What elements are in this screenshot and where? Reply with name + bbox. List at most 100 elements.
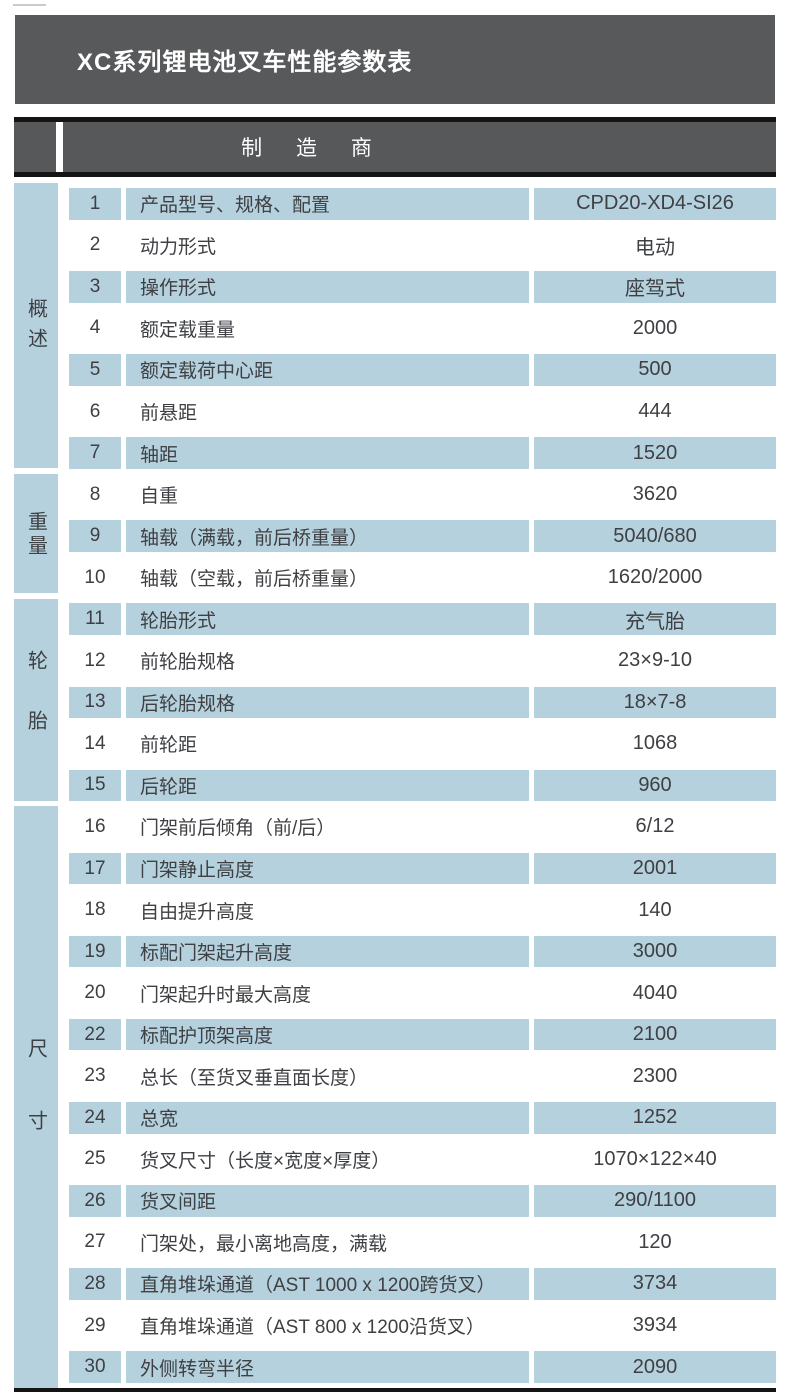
row-value: 120 (638, 1230, 672, 1253)
table-row: 9 轴载（满载，前后桥重量） 5040/680 (69, 515, 776, 557)
row-number: 19 (69, 935, 121, 968)
row-label: 后轮胎规格 (126, 686, 529, 719)
row-value: 4040 (632, 981, 678, 1004)
row-label: 门架静止高度 (126, 852, 529, 885)
table-row: 17 门架静止高度 2001 (69, 848, 776, 890)
row-value: 6/12 (635, 815, 675, 838)
table-row: 24 总宽 1252 (69, 1097, 776, 1139)
table-row: 16 门架前后倾角（前/后） 6/12 (69, 806, 776, 848)
row-number: 30 (69, 1351, 121, 1383)
row-number: 13 (69, 686, 121, 719)
row-value: 1620/2000 (607, 566, 703, 589)
row-number: 20 (84, 982, 106, 1004)
band-divider (56, 122, 63, 172)
row-number: 6 (89, 400, 101, 422)
row-value: 1252 (534, 1102, 776, 1134)
table-row: 23 总长（至货叉垂直面长度） 2300 (69, 1055, 776, 1097)
row-label: 标配门架起升高度 (126, 935, 529, 968)
table-row: 19 标配门架起升高度 3000 (69, 931, 776, 973)
row-number: 28 (69, 1268, 121, 1300)
row-value: 23×9-10 (618, 649, 692, 672)
category-column: 概述 重量 轮胎 尺寸 (14, 183, 58, 1388)
row-label: 直角堆垛通道（AST 800 x 1200沿货叉） (140, 1317, 485, 1339)
table-row: 7 轴距 1520 (69, 432, 776, 474)
page-title: XC系列锂电池叉车性能参数表 (77, 49, 413, 76)
row-number: 10 (84, 566, 106, 588)
row-number: 22 (69, 1018, 121, 1051)
row-label: 前轮胎规格 (140, 652, 236, 674)
row-value: 1070×122×40 (593, 1147, 717, 1170)
row-number: 5 (69, 354, 121, 386)
row-label: 标配护顶架高度 (126, 1018, 529, 1051)
row-label: 总长（至货叉垂直面长度） (140, 1067, 369, 1089)
row-value: 2000 (632, 316, 678, 339)
row-label: 直角堆垛通道（AST 1000 x 1200跨货叉） (126, 1268, 529, 1300)
row-number: 18 (84, 899, 106, 921)
row-value: 5040/680 (534, 520, 776, 552)
row-label: 额定载重量 (140, 319, 236, 341)
row-number: 15 (69, 769, 121, 802)
row-value: 1068 (632, 732, 678, 755)
table-row: 14 前轮距 1068 (69, 723, 776, 765)
row-label: 前悬距 (140, 403, 198, 424)
row-value: 2090 (534, 1351, 776, 1383)
top-edge-mark (13, 4, 46, 6)
table-row: 12 前轮胎规格 23×9-10 (69, 640, 776, 682)
row-value: 500 (534, 354, 776, 386)
row-label: 额定载荷中心距 (126, 354, 529, 386)
row-value: 3000 (534, 935, 776, 968)
row-value: 960 (534, 769, 776, 802)
table-row: 6 前悬距 444 (69, 391, 776, 433)
manufacturer-band: 制 造 商 (14, 117, 776, 177)
row-label: 操作形式 (126, 271, 529, 303)
row-number: 9 (69, 520, 121, 552)
table-row: 8 自重 3620 (69, 474, 776, 516)
row-number: 12 (84, 649, 106, 671)
row-label: 自由提升高度 (140, 901, 255, 923)
table-row: 26 货叉间距 290/1100 (69, 1180, 776, 1222)
row-value: 140 (638, 898, 672, 921)
manufacturer-header: 制 造 商 (241, 137, 379, 160)
row-label: 前轮距 (140, 735, 198, 757)
table-row: 22 标配护顶架高度 2100 (69, 1014, 776, 1056)
table-row: 5 额定载荷中心距 500 (69, 349, 776, 391)
row-label: 轮胎形式 (126, 603, 529, 636)
table-row: 3 操作形式 座驾式 (69, 266, 776, 308)
row-number: 25 (84, 1148, 106, 1170)
row-value: 1520 (534, 437, 776, 469)
table-row: 13 后轮胎规格 18×7-8 (69, 682, 776, 724)
row-label: 门架前后倾角（前/后） (140, 818, 336, 840)
table-row: 10 轴载（空载，前后桥重量） 1620/2000 (69, 557, 776, 599)
row-number: 26 (69, 1185, 121, 1217)
bottom-border-bar (14, 1388, 776, 1392)
category-overview: 概述 (14, 183, 58, 468)
row-label: 轴距 (126, 437, 529, 469)
row-value: 2300 (632, 1064, 678, 1087)
row-label: 产品型号、规格、配置 (126, 188, 529, 220)
table-row: 30 外侧转弯半径 2090 (69, 1346, 776, 1388)
row-label: 自重 (140, 486, 179, 508)
row-number: 24 (69, 1102, 121, 1134)
table-row: 1 产品型号、规格、配置 CPD20-XD4-SI26 (69, 183, 776, 225)
row-label: 总宽 (126, 1102, 529, 1134)
row-number: 11 (69, 603, 121, 636)
row-number: 2 (89, 234, 101, 256)
row-label: 门架起升时最大高度 (140, 984, 312, 1006)
row-label: 外侧转弯半径 (126, 1351, 529, 1383)
row-value: 3734 (534, 1268, 776, 1300)
table-row: 11 轮胎形式 充气胎 (69, 598, 776, 640)
row-value: 18×7-8 (534, 686, 776, 719)
row-number: 8 (89, 483, 101, 505)
row-number: 1 (69, 188, 121, 220)
row-number: 14 (84, 732, 106, 754)
category-weight: 重量 (14, 474, 58, 593)
table-row: 27 门架处，最小离地高度，满载 120 (69, 1222, 776, 1264)
table-row: 28 直角堆垛通道（AST 1000 x 1200跨货叉） 3734 (69, 1263, 776, 1305)
row-label: 轴载（空载，前后桥重量） (140, 569, 369, 591)
row-label: 门架处，最小离地高度，满载 (140, 1233, 388, 1255)
row-label: 动力形式 (140, 236, 217, 258)
table-row: 18 自由提升高度 140 (69, 889, 776, 931)
row-value: 2001 (534, 852, 776, 885)
row-number: 17 (69, 852, 121, 885)
